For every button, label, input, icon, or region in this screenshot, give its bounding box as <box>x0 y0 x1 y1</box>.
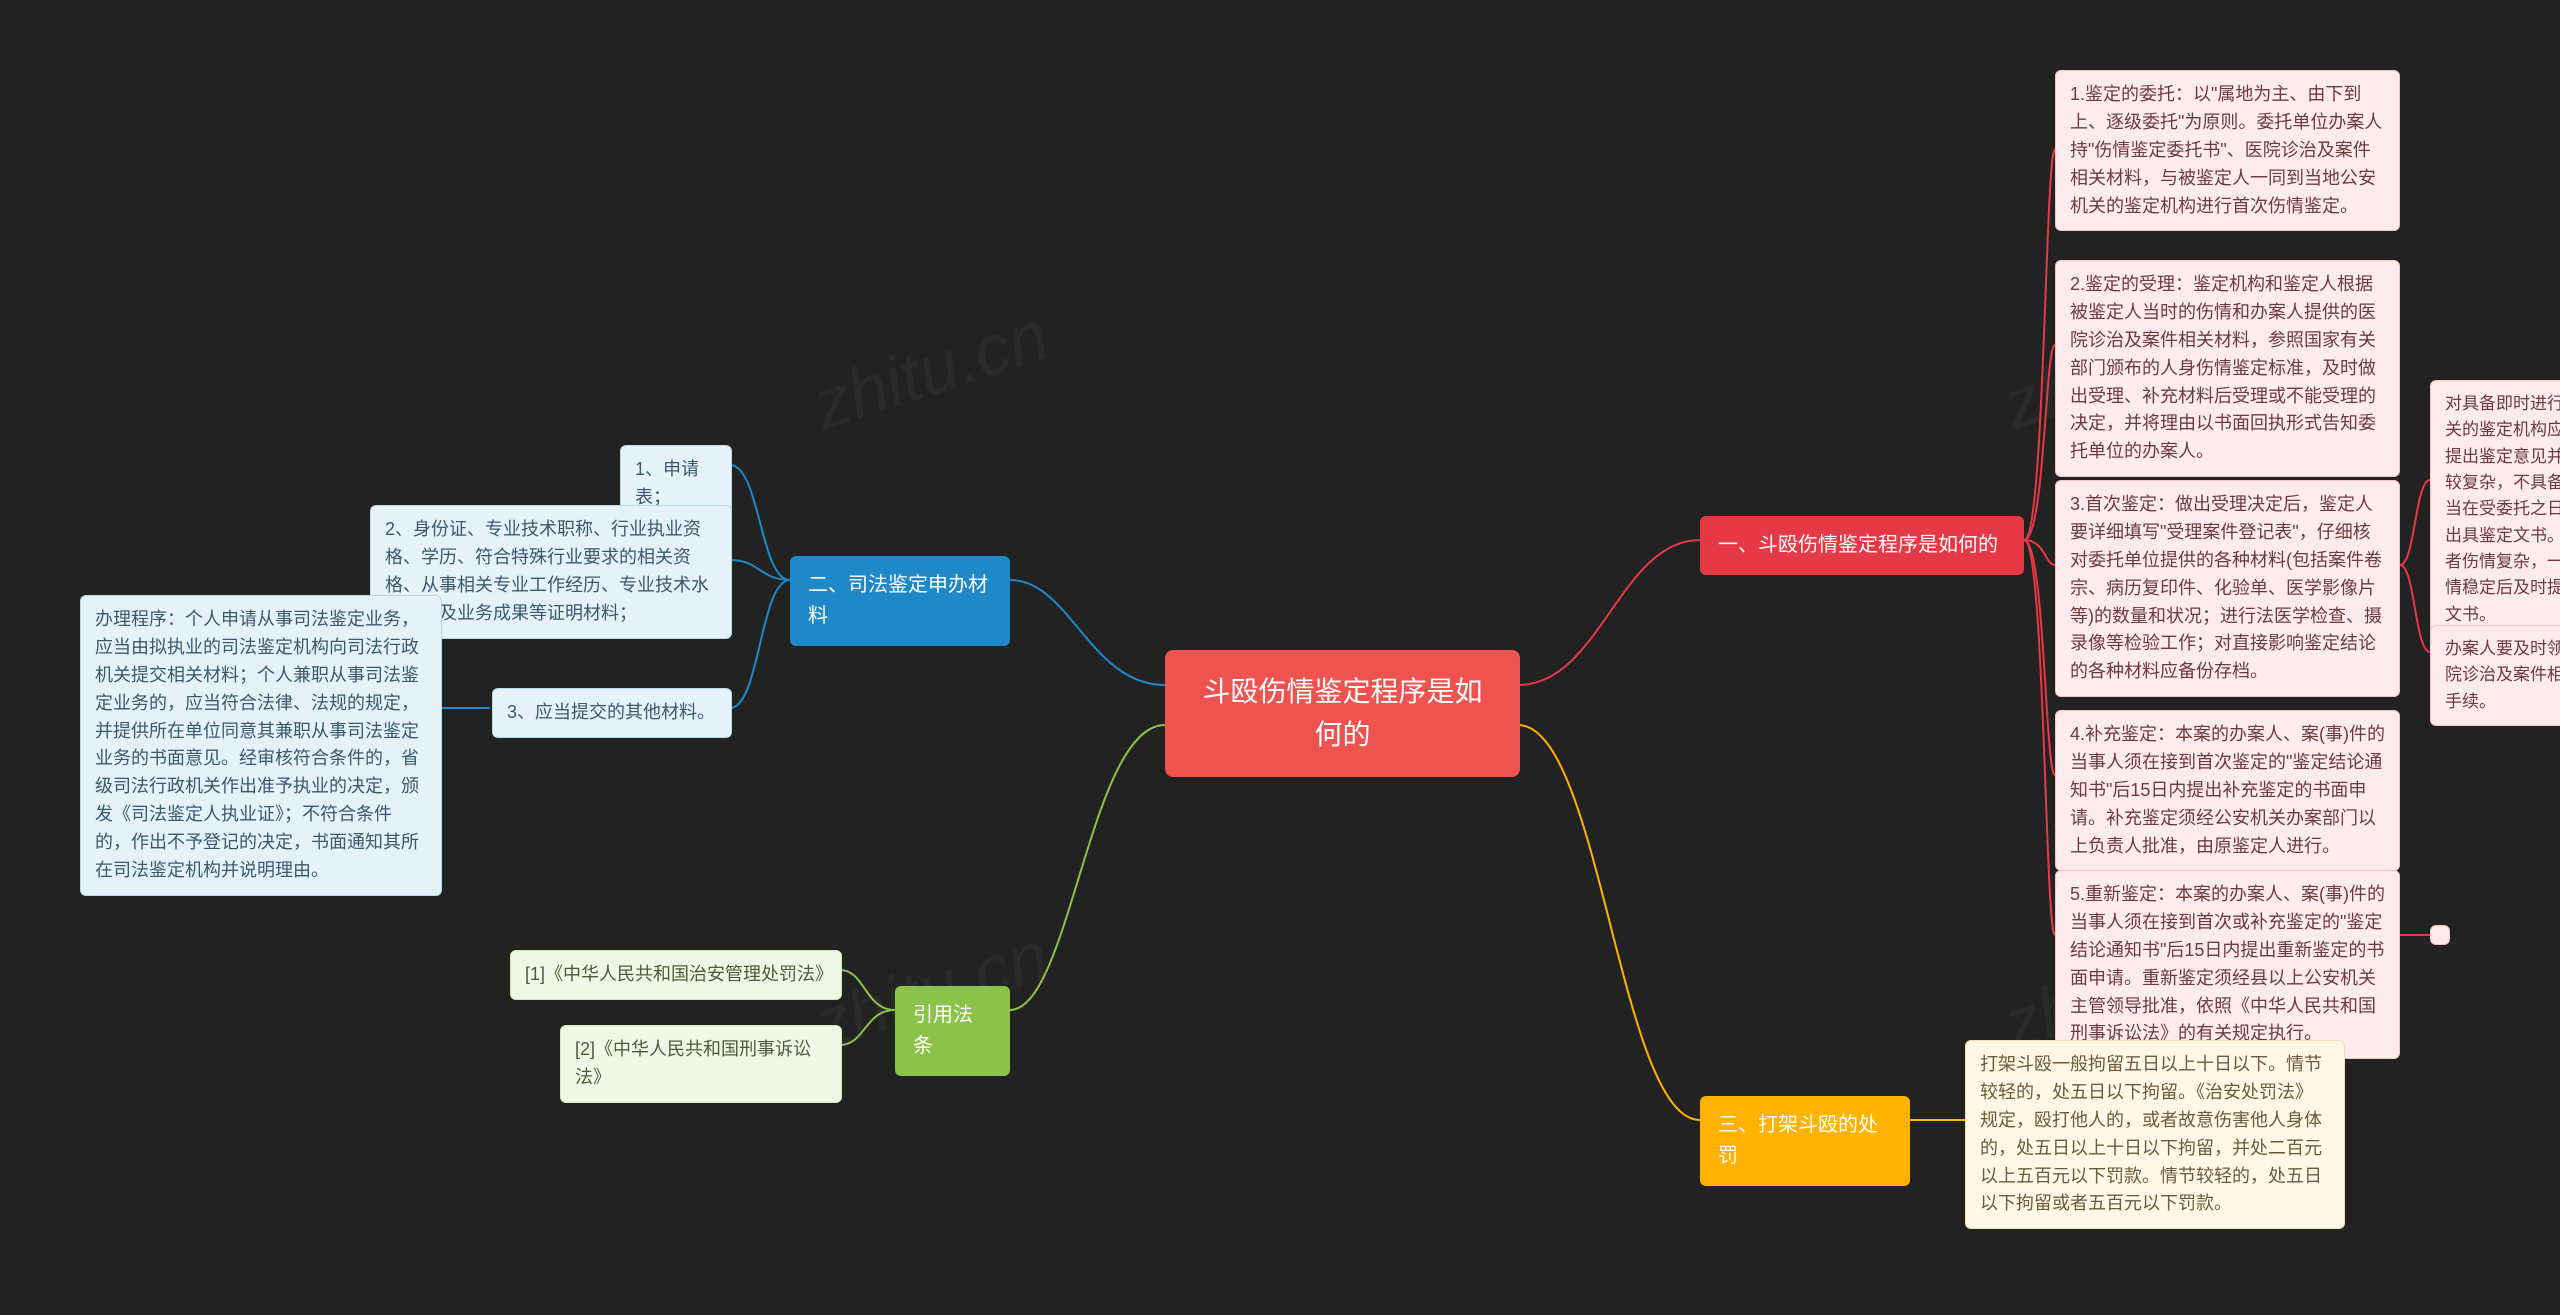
s1-item3a: 对具备即时进行伤情鉴定条件的，公安机关的鉴定机构应当在受委托之日起3日内提出鉴定… <box>2430 380 2560 639</box>
branch-section3: 三、打架斗殴的处罚 <box>1700 1096 1910 1186</box>
s2-item3a: 办理程序：个人申请从事司法鉴定业务，应当由拟执业的司法鉴定机构向司法行政机关提交… <box>80 595 442 896</box>
s2-item3: 3、应当提交的其他材料。 <box>492 688 732 738</box>
mindmap-canvas: zhitu.cn zhitu.cn zhitu.cn zhitu.cn 斗殴伤情… <box>0 0 2560 1315</box>
s1-item4: 4.补充鉴定：本案的办案人、案(事)件的当事人须在接到首次鉴定的"鉴定结论通知书… <box>2055 710 2400 871</box>
s1-item5-stub <box>2430 925 2450 945</box>
s1-item1: 1.鉴定的委托：以"属地为主、由下到上、逐级委托"为原则。委托单位办案人持"伤情… <box>2055 70 2400 231</box>
s1-item5: 5.重新鉴定：本案的办案人、案(事)件的当事人须在接到首次或补充鉴定的"鉴定结论… <box>2055 870 2400 1059</box>
center-topic: 斗殴伤情鉴定程序是如何的 <box>1165 650 1520 777</box>
branch-section4: 引用法条 <box>895 986 1010 1076</box>
watermark: zhitu.cn <box>804 295 1058 446</box>
s3-item1: 打架斗殴一般拘留五日以上十日以下。情节较轻的，处五日以下拘留。《治安处罚法》规定… <box>1965 1040 2345 1229</box>
s1-item2: 2.鉴定的受理：鉴定机构和鉴定人根据被鉴定人当时的伤情和办案人提供的医院诊治及案… <box>2055 260 2400 477</box>
s1-item3b: 办案人要及时领取鉴定文书和所提供的医院诊治及案件相关材料，并办理书面交接手续。 <box>2430 625 2560 726</box>
s4-item2: [2]《中华人民共和国刑事诉讼法》 <box>560 1025 842 1103</box>
s1-item3: 3.首次鉴定：做出受理决定后，鉴定人要详细填写"受理案件登记表"，仔细核对委托单… <box>2055 480 2400 697</box>
s4-item1: [1]《中华人民共和国治安管理处罚法》 <box>510 950 842 1000</box>
branch-section2: 二、司法鉴定申办材料 <box>790 556 1010 646</box>
branch-section1: 一、斗殴伤情鉴定程序是如何的 <box>1700 516 2024 575</box>
